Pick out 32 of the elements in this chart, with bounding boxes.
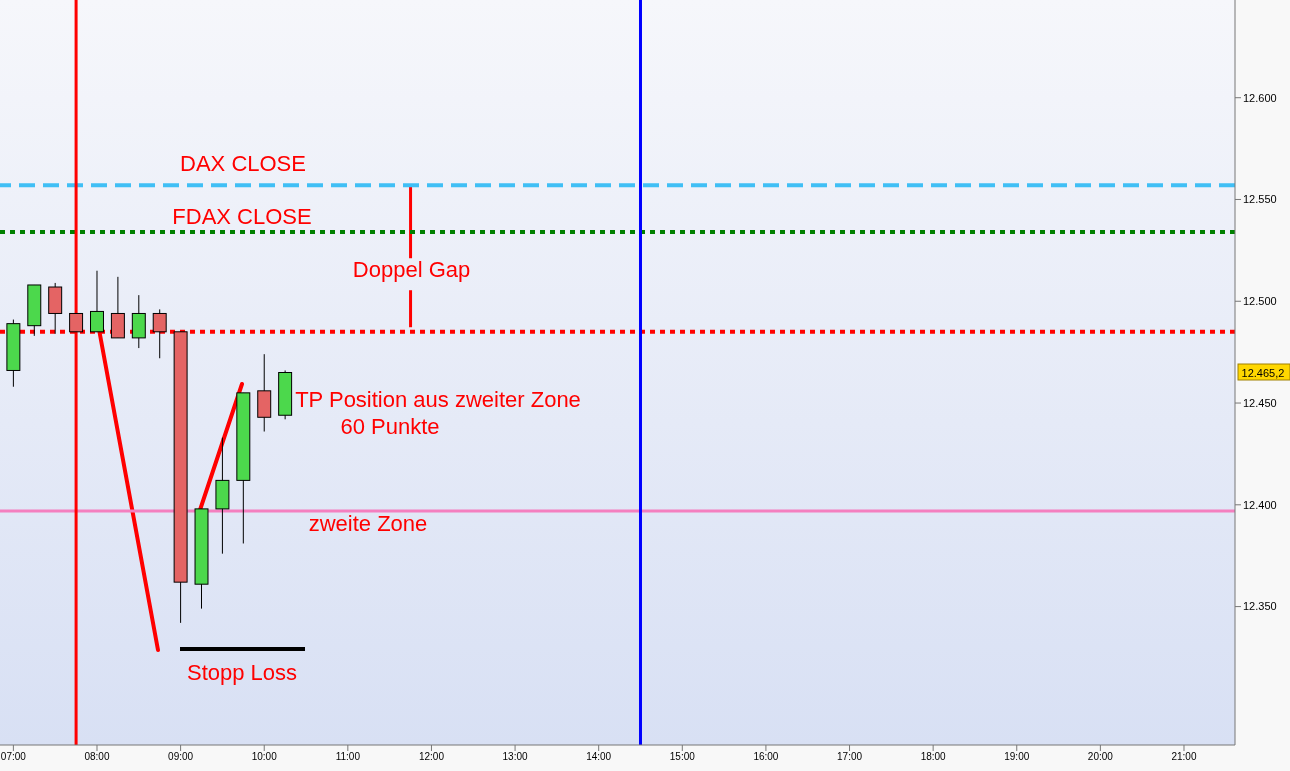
x-tick-label: 10:00 xyxy=(251,751,278,763)
y-tick-label: 12.500 xyxy=(1243,295,1277,308)
y-tick-label: 12.450 xyxy=(1243,396,1277,409)
x-tick-label: 11:00 xyxy=(335,751,361,763)
x-tick-label: 17:00 xyxy=(837,751,863,763)
y-tick-label: 12.400 xyxy=(1243,498,1277,511)
x-tick-label: 21:00 xyxy=(1171,751,1197,763)
x-tick-label: 13:00 xyxy=(502,751,529,763)
x-tick-label: 18:00 xyxy=(920,751,947,763)
x-tick-label: 09:00 xyxy=(168,751,194,763)
x-tick-label: 08:00 xyxy=(84,751,110,763)
annotation: TP Position aus zweiter Zone xyxy=(295,387,581,412)
x-tick-label: 12:00 xyxy=(418,751,445,763)
text: 12.465,2 xyxy=(1241,367,1285,379)
x-tick-label: 15:00 xyxy=(669,751,696,763)
candlestick xyxy=(152,308,167,359)
ref-line-label: zweite Zone xyxy=(308,510,428,536)
x-tick-label: 20:00 xyxy=(1087,751,1114,763)
x-tick-label: 16:00 xyxy=(753,751,779,763)
y-tick-label: 12.350 xyxy=(1243,600,1277,613)
y-tick-label: 12.550 xyxy=(1243,193,1277,206)
x-tick-label: 14:00 xyxy=(586,751,612,763)
candlestick xyxy=(90,270,104,333)
ref-line-label: FDAX CLOSE xyxy=(172,204,312,230)
annotation: Stopp Loss xyxy=(186,660,298,685)
annotation: 60 Punkte xyxy=(340,414,440,439)
y-tick-label: 12.600 xyxy=(1243,91,1277,104)
annotation: Doppel Gap xyxy=(352,257,471,283)
candlestick xyxy=(69,312,84,333)
x-tick-label: 07:00 xyxy=(0,751,27,763)
ref-line-label: DAX CLOSE xyxy=(180,151,306,177)
x-tick-label: 19:00 xyxy=(1004,751,1030,763)
